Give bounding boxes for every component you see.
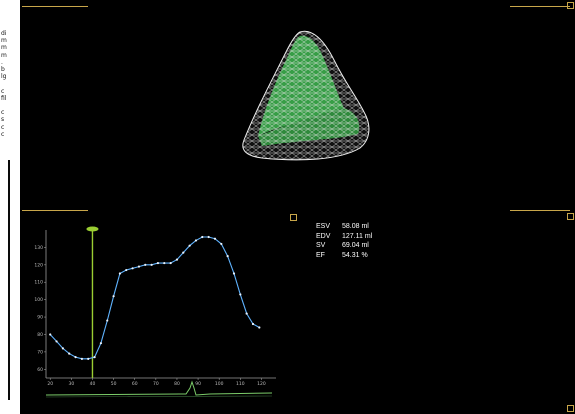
metric-ef: EF 54.31 % bbox=[316, 251, 372, 261]
metric-edv: EDV 127.11 ml bbox=[316, 232, 372, 242]
volume-curve-point bbox=[245, 312, 248, 315]
volume-curve-point bbox=[213, 237, 217, 240]
ecg-trace bbox=[45, 380, 273, 396]
y-tick-label: 120 bbox=[34, 262, 43, 268]
left-toolbar-strip: di m m m . b lg c fil c s c c bbox=[0, 0, 20, 414]
volume-curve-point bbox=[226, 255, 229, 258]
toolbar-glyphs: di m m m . b lg c fil c s c c bbox=[1, 30, 7, 138]
view-marker-center[interactable] bbox=[290, 214, 297, 221]
metric-key: ESV bbox=[316, 223, 331, 230]
volume-curve-point bbox=[55, 340, 58, 343]
volume-curve-point bbox=[87, 357, 90, 360]
viewport-corner-mid-right bbox=[510, 210, 570, 211]
toolbar-divider bbox=[8, 160, 10, 400]
volume-curve-point bbox=[188, 244, 191, 247]
volume-curve-point bbox=[239, 293, 242, 296]
volume-curve-point bbox=[258, 326, 261, 329]
volume-curve-point bbox=[112, 295, 115, 298]
view-marker-top-right[interactable] bbox=[567, 2, 574, 9]
x-tick-label: 50 bbox=[111, 381, 117, 387]
frame-cursor-handle bbox=[86, 226, 99, 232]
ventricle-mesh bbox=[242, 30, 370, 161]
metric-key: EF bbox=[316, 251, 325, 259]
volume-curve-point bbox=[74, 356, 77, 359]
viewport-corner-mid-left bbox=[22, 210, 88, 211]
volume-curve-point bbox=[251, 322, 255, 326]
volume-curve-point bbox=[150, 263, 153, 266]
ecg-baseline bbox=[45, 395, 273, 398]
y-tick-label: 80 bbox=[37, 332, 43, 338]
x-tick-label: 70 bbox=[153, 381, 159, 387]
metric-key: SV bbox=[316, 242, 326, 249]
volume-curve-point bbox=[182, 251, 185, 254]
volume-curve-point bbox=[137, 265, 141, 268]
volume-curve-point bbox=[232, 272, 236, 275]
y-tick-label: 130 bbox=[34, 245, 43, 251]
metric-value: 54.31 % bbox=[342, 251, 368, 259]
x-tick-label: 40 bbox=[90, 381, 96, 387]
volume-curve-point bbox=[106, 319, 109, 322]
volume-curve-point bbox=[68, 352, 71, 355]
volume-curve-point bbox=[80, 357, 84, 360]
volume-curve-point bbox=[163, 261, 166, 265]
x-tick-label: 100 bbox=[215, 381, 224, 387]
volume-curve-point bbox=[144, 263, 147, 266]
volume-curve-point bbox=[169, 261, 172, 265]
x-tick-label: 110 bbox=[236, 381, 245, 387]
volume-curve-point bbox=[118, 272, 122, 275]
volume-curve-point bbox=[49, 333, 52, 336]
y-tick-label: 90 bbox=[37, 315, 43, 321]
x-tick-label: 80 bbox=[174, 381, 180, 387]
metric-sv: SV 69.04 ml bbox=[316, 241, 372, 251]
volume-curve-line bbox=[49, 236, 260, 360]
viewport-corner-top-left bbox=[22, 6, 88, 7]
volume-curve-point bbox=[131, 267, 134, 270]
ventricle-green-surface bbox=[258, 35, 344, 137]
volume-curve-chart[interactable]: 20 30 40 50 60 70 80 90 100 110 120 60 70 80 90 100 110 1… bbox=[34, 226, 276, 398]
volume-curve-point bbox=[125, 268, 128, 272]
volume-curve-point bbox=[175, 258, 179, 261]
volume-curve-point bbox=[99, 342, 103, 345]
x-tick-label: 120 bbox=[257, 381, 266, 387]
x-tick-label: 20 bbox=[47, 381, 53, 387]
y-tick-label: 70 bbox=[37, 349, 43, 355]
x-tick-label: 60 bbox=[132, 381, 138, 387]
y-tick-label: 60 bbox=[37, 367, 43, 373]
metric-esv: ESV 58.08 ml bbox=[316, 222, 372, 232]
y-tick-label: 100 bbox=[34, 297, 43, 303]
view-marker-right[interactable] bbox=[567, 213, 574, 220]
view-marker-bottom-right[interactable] bbox=[567, 405, 574, 412]
volume-metrics-panel: ESV 58.08 ml EDV 127.11 ml SV 69.04 ml E… bbox=[316, 222, 372, 260]
metric-value: 69.04 ml bbox=[342, 242, 369, 249]
y-tick-label: 110 bbox=[34, 280, 43, 286]
metric-value: 127.11 ml bbox=[342, 232, 373, 240]
volume-curve-point bbox=[201, 235, 204, 239]
volume-curve-point bbox=[220, 242, 223, 246]
volume-curve-point bbox=[207, 235, 210, 239]
x-tick-label: 30 bbox=[68, 381, 74, 387]
viewport-corner-top-right bbox=[510, 6, 570, 7]
metric-key: EDV bbox=[316, 232, 331, 240]
volume-curve-point bbox=[93, 356, 96, 359]
x-tick-label: 90 bbox=[195, 381, 201, 387]
volume-curve-point bbox=[156, 261, 160, 265]
volume-curve-point bbox=[61, 347, 64, 350]
volume-curve-point bbox=[194, 239, 198, 242]
metric-value: 58.08 ml bbox=[342, 223, 369, 230]
